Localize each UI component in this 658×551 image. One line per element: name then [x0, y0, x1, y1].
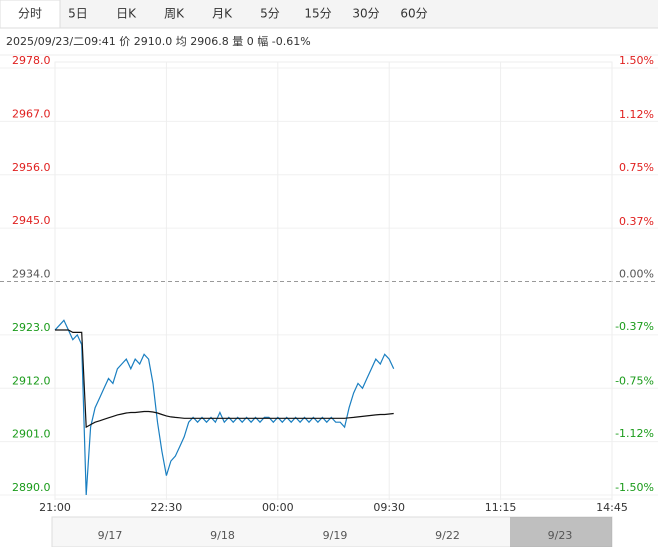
x-tick-label: 11:15 — [485, 501, 517, 514]
navigator-label: 9/18 — [210, 529, 235, 542]
tab[interactable]: 5日 — [68, 7, 88, 21]
x-tick-label: 00:00 — [262, 501, 294, 514]
navigator-window[interactable] — [510, 517, 612, 547]
y-tick-label: 2934.0 — [12, 268, 51, 281]
tab[interactable]: 日K — [116, 7, 137, 21]
series-line — [55, 329, 394, 429]
y2-tick-label: 0.37% — [619, 215, 654, 228]
tab[interactable]: 60分 — [400, 7, 427, 21]
y2-tick-label: 1.12% — [619, 108, 654, 121]
navigator-label: 9/19 — [323, 529, 348, 542]
x-tick-label: 22:30 — [151, 501, 183, 514]
y-tick-label: 2956.0 — [12, 161, 51, 174]
tab[interactable]: 周K — [164, 7, 185, 21]
y2-tick-label: 0.00% — [619, 268, 654, 281]
navigator-label: 9/23 — [548, 529, 573, 542]
x-tick-label: 14:45 — [596, 501, 628, 514]
y2-tick-label: 1.50% — [619, 54, 654, 67]
y-tick-label: 2912.0 — [12, 374, 51, 387]
y-tick-label: 2923.0 — [12, 321, 51, 334]
y2-tick-label: -1.50% — [615, 481, 654, 494]
y2-tick-label: 0.75% — [619, 161, 654, 174]
y-tick-label: 2901.0 — [12, 428, 51, 441]
y2-tick-label: -0.75% — [615, 374, 654, 387]
info-line: 2025/09/23/二09:41 价 2910.0 均 2906.8 量 0 … — [6, 35, 311, 48]
x-tick-label: 21:00 — [39, 501, 71, 514]
plot-frame — [54, 61, 613, 500]
y2-tick-label: -0.37% — [615, 320, 654, 333]
tab[interactable]: 30分 — [352, 7, 379, 21]
tab[interactable]: 15分 — [304, 7, 331, 21]
y-tick-label: 2945.0 — [12, 214, 51, 227]
series-line — [54, 319, 395, 496]
y-tick-label: 2967.0 — [12, 107, 51, 120]
y-tick-label: 2978.0 — [12, 54, 51, 67]
y-tick-label: 2890.0 — [12, 481, 51, 494]
navigator-label: 9/17 — [98, 529, 123, 542]
y2-tick-label: -1.12% — [615, 427, 654, 440]
tab[interactable]: 分时 — [18, 7, 42, 21]
x-tick-label: 09:30 — [373, 501, 405, 514]
tab[interactable]: 5分 — [260, 7, 280, 21]
active-tab-bg — [0, 0, 61, 29]
tab[interactable]: 月K — [212, 7, 233, 21]
tab-bar — [0, 0, 658, 28]
navigator-label: 9/22 — [435, 529, 460, 542]
